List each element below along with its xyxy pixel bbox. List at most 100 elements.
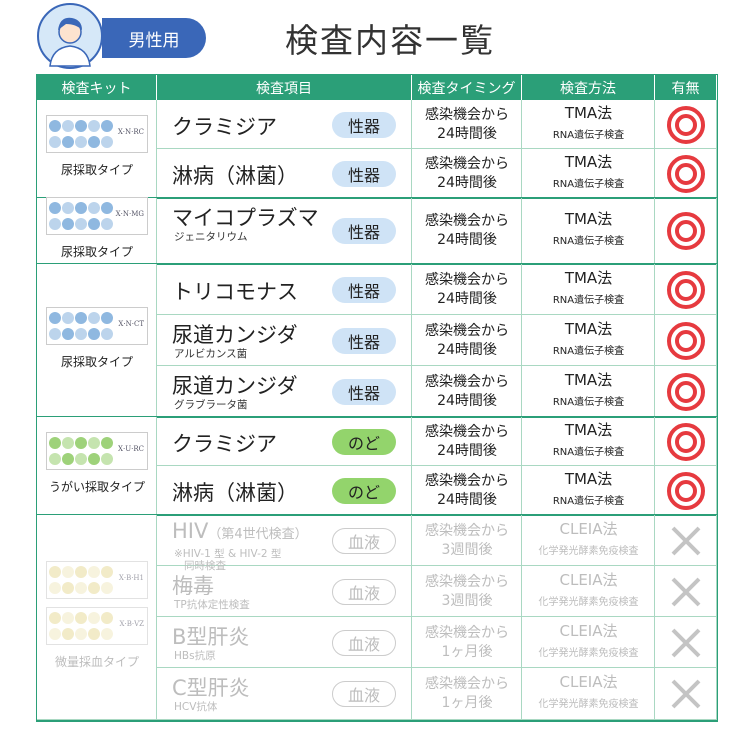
kit-code: X·N·MG (115, 210, 144, 218)
cell (522, 668, 655, 720)
kit-dot (101, 453, 113, 465)
cell (655, 417, 717, 466)
kit-label: 尿採取タイプ (60, 245, 133, 259)
item-name: クラミジア (172, 431, 277, 456)
column-header: 有無 (655, 75, 717, 100)
cell (655, 566, 717, 617)
timing: 1ヶ月後 (441, 695, 493, 711)
category-tag: 血液 (332, 527, 396, 554)
kit-art (49, 202, 113, 230)
kit-dot (62, 611, 74, 624)
unavailable-mark (671, 679, 701, 709)
timing: 感染機会から (425, 106, 509, 123)
kit-dot (75, 202, 87, 214)
timing: 24時間後 (437, 174, 497, 191)
kit-dot (49, 437, 61, 449)
kit-dot (88, 565, 100, 578)
kit-label: 尿採取タイプ (60, 354, 133, 369)
kit-art (49, 565, 113, 594)
kit-dot (75, 327, 87, 340)
item-sub: ジェニタリウム (174, 231, 248, 243)
kit-dot (101, 581, 113, 594)
item-sub: 同時検査 (184, 560, 226, 572)
kit-dot (75, 627, 87, 640)
kit-dot (49, 581, 61, 594)
group-divider (37, 514, 717, 516)
item-sub: HCV抗体 (174, 701, 218, 713)
timing: 3週間後 (441, 541, 493, 558)
timing: 24時間後 (437, 392, 497, 409)
kit-dot (88, 327, 100, 340)
kit-dot (49, 218, 61, 230)
timing: 感染機会から (425, 624, 509, 641)
kit-art (49, 611, 113, 640)
timing: 1ヶ月後 (441, 643, 493, 660)
cell (157, 566, 412, 617)
group-divider (37, 197, 717, 199)
kit-dot (75, 311, 87, 324)
kit-art (49, 120, 113, 148)
kit-dot (49, 202, 61, 214)
kit-dot (101, 327, 113, 340)
timing: 24時間後 (437, 341, 497, 358)
available-mark (667, 105, 705, 144)
available-mark (667, 471, 705, 510)
method-note: RNA遺伝子検査 (552, 129, 625, 141)
timing: 感染機会から (425, 373, 509, 390)
kit-dot (49, 611, 61, 624)
kit-dot (88, 627, 100, 640)
cell (655, 264, 717, 315)
method-note: RNA遺伝子検査 (552, 446, 625, 458)
item-name-note: （第4世代検査） (208, 527, 308, 542)
item-sub: グラブラータ菌 (174, 399, 248, 411)
cell (412, 100, 522, 149)
item-name: 淋病（淋菌） (172, 480, 298, 505)
kit-dot (101, 202, 113, 214)
kit-dot (88, 581, 100, 594)
kit-dot (75, 611, 87, 624)
group-divider (37, 263, 717, 265)
category-tag: 性器 (332, 111, 396, 138)
unavailable-mark (671, 526, 701, 555)
cell (412, 417, 522, 466)
method: TMA法 (564, 152, 613, 171)
kit-dot (49, 311, 61, 324)
category-tag: 血液 (332, 681, 396, 707)
kit-dot (101, 437, 113, 449)
kit-dot (88, 611, 100, 624)
timing: 24時間後 (437, 232, 497, 248)
method-note: RNA遺伝子検査 (552, 345, 625, 357)
cell (655, 100, 717, 149)
cell (157, 264, 412, 315)
cell (412, 515, 522, 566)
cell (522, 264, 655, 315)
kit-dot (75, 120, 87, 132)
timing: 感染機会から (425, 423, 509, 440)
kit-dot (88, 202, 100, 214)
method-note: RNA遺伝子検査 (552, 396, 625, 408)
kit-dot (49, 327, 61, 340)
kit-dot (75, 581, 87, 594)
available-mark (667, 270, 705, 309)
method-note: RNA遺伝子検査 (552, 178, 625, 190)
kit-code: X·B·VZ (119, 619, 145, 628)
category-tag: のど (332, 477, 396, 504)
cell (157, 515, 412, 566)
kit-code: X·B·H1 (118, 573, 144, 582)
method-note: 化学発光酵素免疫検査 (538, 699, 639, 710)
kit-image: X·N·RC (46, 115, 148, 153)
unavailable-mark (671, 577, 701, 606)
kit-code: X·U·RC (118, 445, 144, 453)
kit-dot (62, 136, 74, 148)
method-note: RNA遺伝子検査 (552, 294, 625, 306)
kit-dot (75, 218, 87, 230)
kit-label: 尿採取タイプ (60, 163, 133, 177)
available-mark (667, 422, 705, 461)
cell (157, 668, 412, 720)
timing: 感染機会から (425, 573, 509, 590)
cell (157, 417, 412, 466)
method: CLEIA法 (559, 673, 618, 691)
kit-image: X·N·CT (46, 306, 148, 345)
item-name: 梅毒 (172, 574, 214, 598)
